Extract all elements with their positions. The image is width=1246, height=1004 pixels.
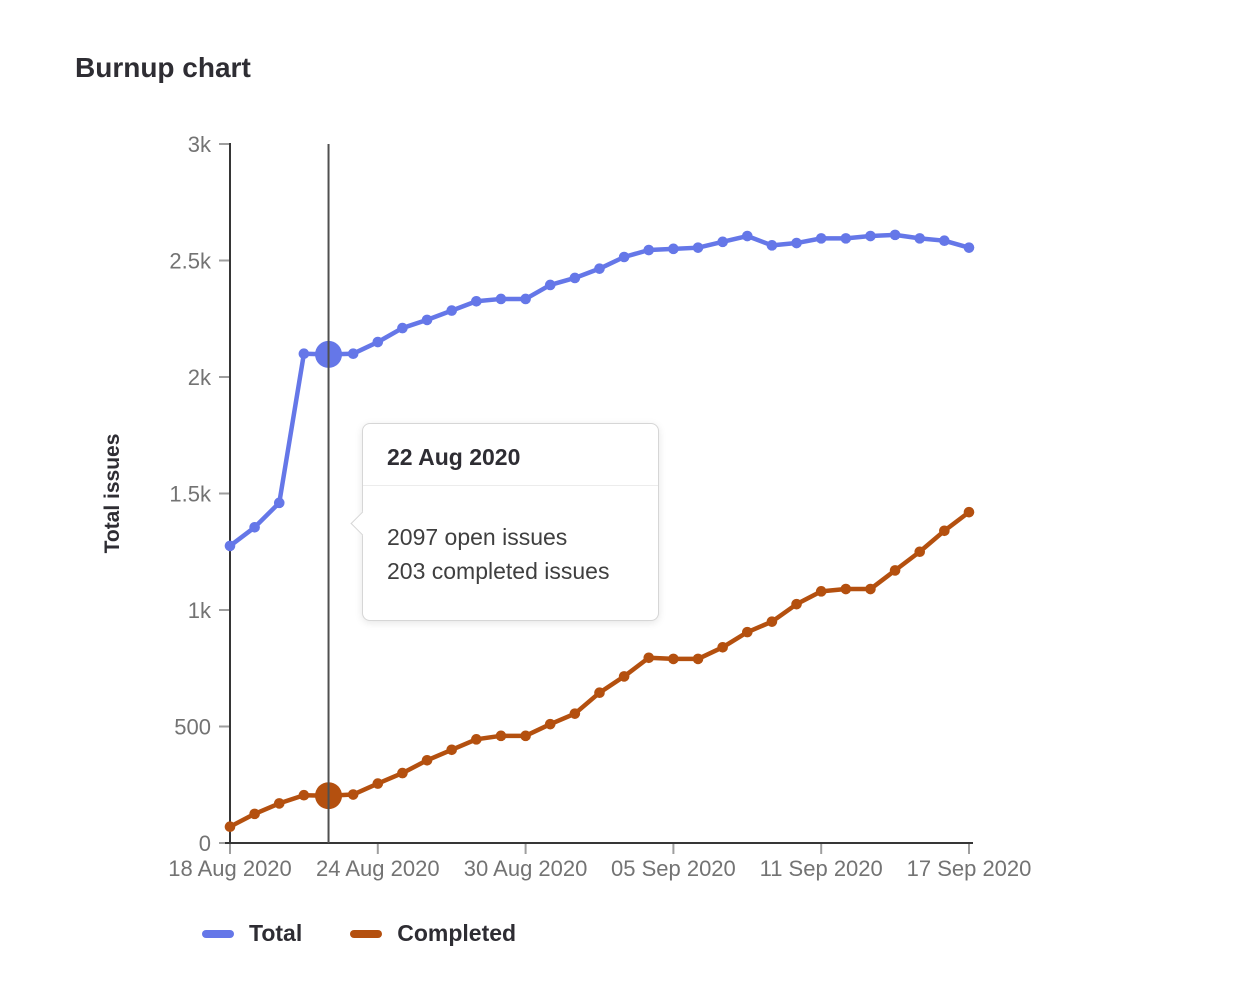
data-point-total[interactable] — [766, 240, 778, 251]
data-point-completed[interactable] — [298, 789, 310, 801]
data-point-completed[interactable] — [495, 730, 507, 742]
data-point-total[interactable] — [889, 229, 901, 241]
x-tick-label: 18 Aug 2020 — [168, 856, 292, 881]
data-point-total[interactable] — [569, 272, 581, 284]
data-point-completed[interactable] — [372, 778, 384, 789]
data-point-completed[interactable] — [791, 598, 802, 610]
data-point-total[interactable] — [742, 230, 753, 242]
data-point-completed[interactable] — [446, 744, 458, 756]
data-point-completed[interactable] — [643, 652, 655, 664]
data-point-completed[interactable] — [421, 754, 433, 766]
y-tick-label: 0 — [199, 831, 211, 856]
data-point-completed[interactable] — [840, 583, 852, 595]
data-point-total[interactable] — [372, 336, 384, 348]
data-point-completed[interactable] — [544, 718, 556, 730]
data-point-completed[interactable] — [742, 626, 753, 638]
x-tick-label: 30 Aug 2020 — [464, 856, 588, 881]
data-point-total[interactable] — [347, 348, 359, 360]
legend-swatch-total — [202, 929, 234, 938]
data-point-completed[interactable] — [618, 671, 630, 682]
data-point-completed[interactable] — [224, 821, 236, 832]
data-point-total[interactable] — [840, 233, 852, 244]
data-point-completed[interactable] — [865, 583, 876, 595]
data-point-completed[interactable] — [569, 708, 581, 719]
data-point-completed[interactable] — [717, 641, 728, 653]
data-point-total[interactable] — [717, 236, 728, 248]
y-tick-label: 2k — [188, 365, 212, 390]
data-point-completed[interactable] — [668, 653, 679, 665]
data-point-total[interactable] — [224, 540, 236, 552]
data-point-total[interactable] — [618, 251, 630, 263]
chart-legend: Total Completed — [202, 920, 516, 947]
x-tick-label: 11 Sep 2020 — [760, 856, 883, 881]
y-tick-label: 500 — [174, 715, 211, 740]
data-point-total[interactable] — [520, 293, 531, 305]
data-point-total[interactable] — [471, 295, 482, 307]
data-point-completed[interactable] — [766, 616, 778, 627]
y-tick-label: 3k — [188, 132, 212, 157]
legend-item-completed[interactable]: Completed — [350, 920, 516, 947]
hover-tooltip: 22 Aug 2020 2097 open issues 203 complet… — [350, 423, 659, 621]
data-point-total[interactable] — [495, 293, 507, 305]
data-point-total[interactable] — [865, 230, 876, 242]
page-title: Burnup chart — [75, 52, 251, 83]
data-point-total[interactable] — [397, 322, 408, 334]
data-point-completed[interactable] — [249, 808, 260, 820]
y-tick-label: 1k — [188, 598, 212, 623]
x-tick-label: 05 Sep 2020 — [611, 856, 736, 881]
y-tick-label: 1.5k — [169, 482, 212, 507]
data-point-completed[interactable] — [347, 789, 359, 800]
data-point-completed[interactable] — [471, 734, 482, 745]
legend-swatch-completed — [350, 929, 383, 938]
data-point-completed[interactable] — [397, 767, 408, 779]
data-point-total[interactable] — [791, 237, 802, 249]
data-point-total[interactable] — [643, 244, 655, 256]
data-point-total[interactable] — [544, 279, 556, 291]
data-point-completed[interactable] — [520, 730, 531, 742]
data-point-total[interactable] — [963, 242, 975, 253]
legend-label-total: Total — [249, 920, 303, 946]
legend-label-completed: Completed — [397, 920, 517, 946]
data-point-total[interactable] — [594, 263, 605, 274]
data-point-total[interactable] — [249, 521, 260, 533]
data-point-completed[interactable] — [889, 565, 901, 576]
data-point-completed[interactable] — [815, 586, 827, 597]
tooltip-open-issues: 2097 open issues — [387, 524, 568, 550]
data-point-total[interactable] — [815, 233, 827, 244]
data-point-total[interactable] — [446, 305, 458, 316]
data-point-total[interactable] — [939, 235, 950, 246]
tooltip-completed-issues: 203 completed issues — [387, 558, 610, 584]
data-point-completed[interactable] — [963, 506, 975, 518]
data-point-total[interactable] — [273, 497, 285, 509]
data-point-completed[interactable] — [273, 798, 285, 809]
y-axis-title: Total issues — [101, 434, 124, 554]
x-tick-label: 24 Aug 2020 — [316, 856, 440, 881]
y-tick-label: 2.5k — [169, 249, 212, 274]
tooltip-date: 22 Aug 2020 — [363, 424, 658, 486]
x-tick-label: 17 Sep 2020 — [907, 856, 1032, 881]
data-point-total[interactable] — [421, 314, 433, 326]
legend-item-total[interactable]: Total — [202, 920, 302, 947]
tooltip-body: 2097 open issues 203 completed issues — [363, 486, 658, 620]
data-point-completed[interactable] — [692, 653, 704, 665]
data-point-total[interactable] — [668, 243, 679, 255]
data-point-completed[interactable] — [939, 525, 950, 537]
data-point-completed[interactable] — [914, 546, 926, 558]
data-point-total[interactable] — [298, 348, 310, 360]
data-point-total[interactable] — [692, 242, 704, 253]
data-point-total[interactable] — [914, 233, 926, 244]
data-point-completed[interactable] — [594, 687, 605, 699]
